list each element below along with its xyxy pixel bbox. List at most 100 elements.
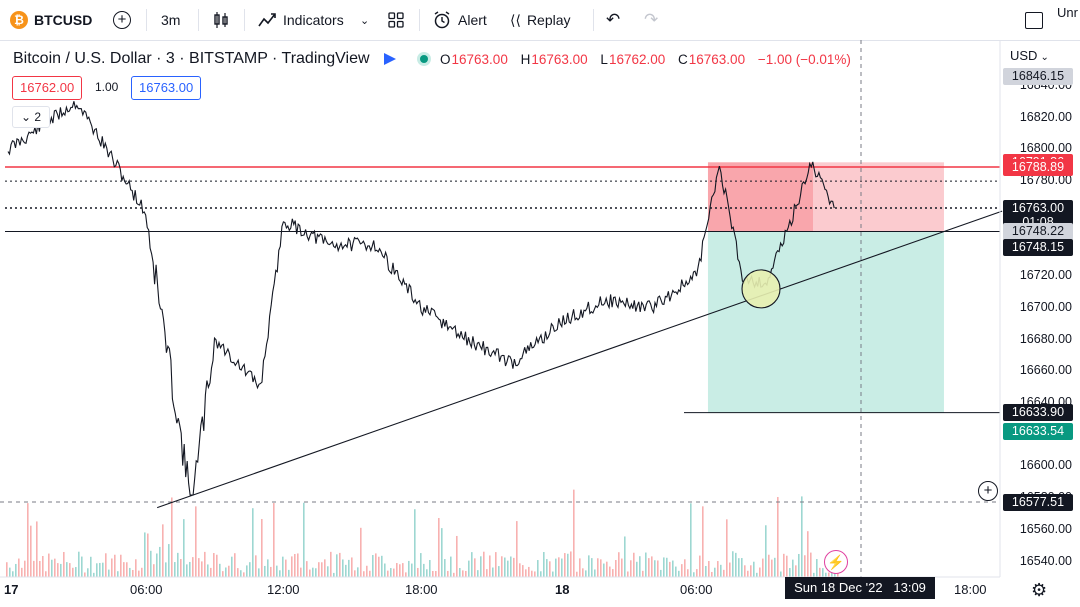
currency-selector[interactable]: USD ⌄: [1010, 48, 1049, 63]
volume-bar: [759, 567, 761, 577]
indicator-count: 2: [34, 110, 42, 124]
volume-bar: [828, 572, 830, 577]
volume-bar: [225, 567, 227, 577]
volume-bar: [309, 569, 311, 577]
volume-bar: [483, 551, 485, 577]
lightning-button[interactable]: ⚡: [824, 550, 848, 574]
volume-bar: [393, 568, 395, 577]
volume-bar: [132, 569, 134, 577]
flag-icon[interactable]: [384, 52, 397, 65]
volume-bar: [720, 564, 722, 577]
volume-bar: [477, 570, 479, 577]
volume-bar: [108, 569, 110, 577]
price-tag: 16788.89: [1003, 158, 1073, 176]
volume-bar: [549, 561, 551, 577]
volume-bar: [390, 568, 392, 577]
time-axis[interactable]: 17 06:00 12:00 18:00 18 06:00 18:00: [0, 576, 1000, 607]
highlight-circle[interactable]: [741, 269, 781, 309]
volume-bar: [510, 556, 512, 577]
volume-bar: [489, 555, 491, 577]
volume-bar: [447, 570, 449, 577]
price-tick-label: 16560.00: [1019, 521, 1072, 536]
indicators-dropdown[interactable]: ⌄: [360, 0, 369, 40]
volume-bar: [333, 572, 335, 577]
layout-button[interactable]: [387, 0, 405, 40]
volume-bar: [540, 571, 542, 577]
volume-bar: [90, 556, 92, 577]
ohlc-values: O16763.00 H16763.00 L16762.00 C16763.00 …: [440, 52, 851, 67]
volume-bar: [435, 571, 437, 577]
volume-bar: [738, 558, 740, 577]
layout-name[interactable]: Unr: [1057, 0, 1078, 32]
volume-bar: [825, 572, 827, 577]
volume-bar: [819, 567, 821, 577]
chart-type-button[interactable]: [212, 0, 230, 40]
volume-bar: [126, 562, 128, 577]
chevron-down-icon: ⌄: [360, 14, 370, 27]
volume-bar: [381, 555, 383, 577]
indicators-button[interactable]: Indicators: [257, 0, 344, 40]
market-status-dot: [420, 54, 429, 63]
volume-bar: [42, 555, 44, 577]
chart-legend-title[interactable]: Bitcoin / U.S. Dollar · 3 · BITSTAMP · T…: [13, 50, 429, 68]
volume-bar: [801, 496, 803, 577]
volume-bar: [216, 554, 218, 577]
undo-button[interactable]: ↶: [606, 0, 620, 40]
volume-bar: [627, 571, 629, 577]
volume-bar: [186, 564, 188, 577]
volume-bar: [750, 565, 752, 577]
volume-bar: [615, 559, 617, 577]
sell-button[interactable]: 16762.00: [12, 76, 83, 100]
interval-button[interactable]: 3m: [161, 0, 180, 40]
symbol-search[interactable]: ₿ BTCUSD: [10, 0, 92, 40]
volume-bar: [693, 572, 695, 577]
price-tick-label: 16780.00: [1019, 173, 1072, 188]
volume-bar: [666, 557, 668, 577]
volume-bar: [318, 562, 320, 577]
trendline[interactable]: [156, 210, 1003, 509]
replay-button[interactable]: ⟨⟨ Replay: [510, 0, 571, 40]
volume-bar: [579, 558, 581, 577]
volume-bar: [384, 563, 386, 577]
volume-bar: [264, 565, 266, 577]
volume-bar: [237, 568, 239, 577]
volume-bar: [360, 527, 362, 577]
volume-bar: [780, 571, 782, 577]
compare-button[interactable]: +: [113, 0, 131, 40]
volume-bar: [51, 559, 53, 577]
volume-bar: [585, 570, 587, 577]
volume-bar: [270, 566, 272, 577]
active-risk-area: [707, 162, 813, 232]
redo-icon: ↷: [644, 10, 659, 29]
take-profit-zone[interactable]: [707, 231, 944, 413]
layout-name-button[interactable]: [1025, 0, 1043, 40]
volume-bar: [687, 569, 689, 577]
volume-bar: [84, 572, 86, 577]
volume-bar: [681, 564, 683, 577]
collapse-indicators-button[interactable]: ⌄ 2: [12, 106, 50, 128]
alert-button[interactable]: Alert: [432, 0, 487, 40]
volume-bar: [315, 568, 317, 577]
volume-bar: [570, 551, 572, 577]
volume-bar: [195, 506, 197, 577]
volume-bar: [417, 567, 419, 577]
volume-bar: [135, 559, 137, 577]
volume-bar: [810, 552, 812, 577]
volume-bar: [633, 552, 635, 577]
volume-bar: [606, 561, 608, 577]
volume-bar: [63, 551, 65, 577]
price-tick-label: 16680.00: [1019, 331, 1072, 346]
stop-loss-zone[interactable]: [707, 162, 944, 232]
volume-bar: [582, 568, 584, 577]
volume-bar: [9, 567, 11, 577]
settings-button[interactable]: ⚙: [1031, 580, 1047, 601]
bitcoin-icon: ₿: [10, 11, 28, 29]
volume-bar: [552, 571, 554, 577]
price-chart[interactable]: [0, 40, 1080, 607]
volume-bar: [783, 553, 785, 577]
add-price-alert-button[interactable]: +: [978, 481, 998, 501]
volume-bar: [174, 562, 176, 577]
volume-bar: [81, 556, 83, 577]
buy-button[interactable]: 16763.00: [131, 76, 202, 100]
redo-button[interactable]: ↷: [644, 0, 658, 40]
